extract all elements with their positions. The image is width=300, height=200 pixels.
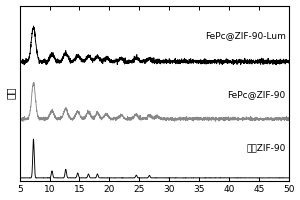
Y-axis label: 强度: 强度 [6,87,16,99]
Text: FePc@ZIF-90: FePc@ZIF-90 [227,90,286,99]
Text: FePc@ZIF-90-Lum: FePc@ZIF-90-Lum [205,31,286,40]
Text: 模拟ZIF-90: 模拟ZIF-90 [246,144,286,153]
